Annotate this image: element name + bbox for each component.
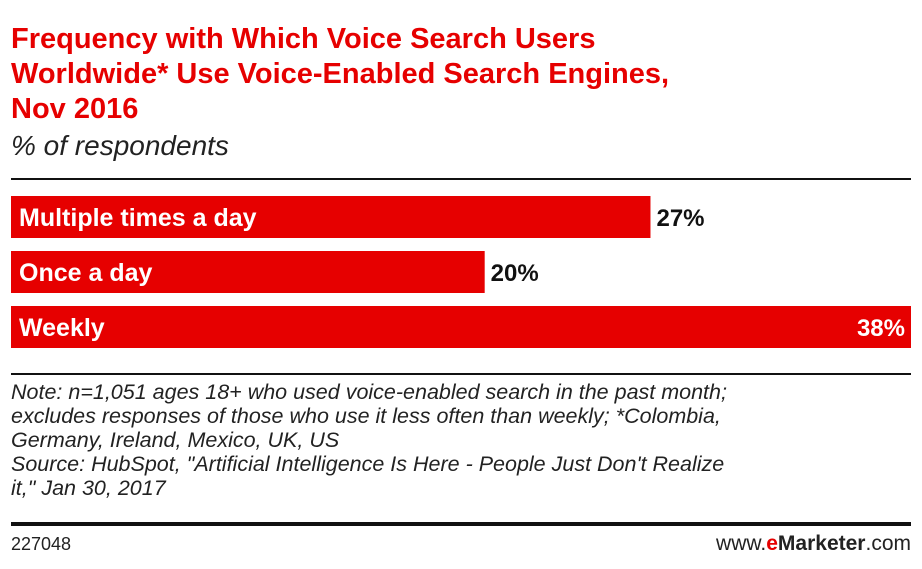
brand-suffix: .com (865, 532, 911, 555)
category-label: Once a day (19, 259, 152, 287)
value-label: 38% (857, 315, 905, 342)
brand-link[interactable]: www.eMarketer.com (716, 532, 911, 556)
category-label: Multiple times a day (19, 204, 257, 232)
brand-e: e (766, 532, 778, 555)
separator-rule (11, 373, 911, 375)
bar-chart: Multiple times a day 27% Once a day 20% Week… (11, 196, 911, 348)
brand-prefix: www. (716, 532, 767, 555)
bar-weekly (11, 306, 911, 348)
chart-title: Frequency with Which Voice Search Users … (11, 22, 911, 127)
chart-note: Note: n=1,051 ages 18+ who used voice-en… (11, 380, 916, 500)
source-line: Source: HubSpot, "Artificial Intelligenc… (11, 452, 725, 476)
note-line: Germany, Ireland, Mexico, UK, US (11, 428, 340, 452)
note-line: excludes responses of those who use it l… (11, 404, 721, 428)
chart-title-line: Worldwide* Use Voice-Enabled Search Engi… (11, 58, 670, 90)
source-line: it," Jan 30, 2017 (11, 476, 166, 500)
top-rule (11, 178, 911, 180)
brand-name: Marketer (777, 532, 866, 555)
chart-subtitle: % of respondents (11, 130, 229, 161)
chart-title-line: Frequency with Which Voice Search Users (11, 23, 596, 55)
chart-id: 227048 (11, 534, 72, 554)
bar-once-a-day (11, 251, 485, 293)
value-label: 27% (656, 205, 704, 232)
value-label: 20% (491, 260, 539, 287)
note-line: Note: n=1,051 ages 18+ who used voice-en… (11, 380, 727, 404)
category-label: Weekly (19, 314, 105, 342)
bar-multiple-times-a-day (11, 196, 651, 238)
bottom-rule (11, 522, 911, 526)
chart-title-line: Nov 2016 (11, 93, 139, 125)
